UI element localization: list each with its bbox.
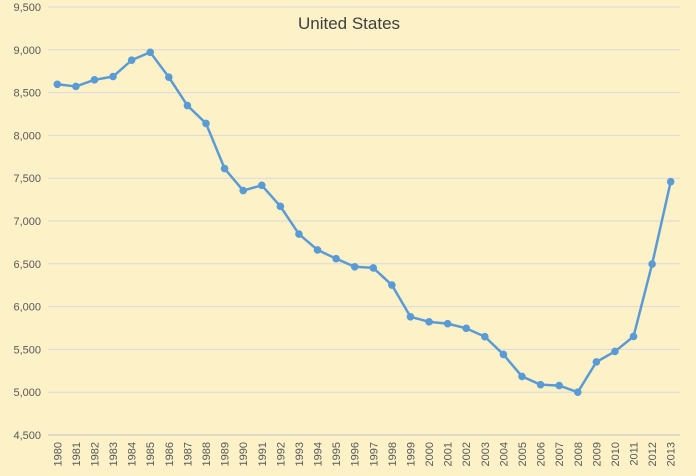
y-tick-label: 9,500	[13, 2, 41, 14]
data-point	[499, 350, 508, 359]
y-tick-label: 5,500	[13, 344, 41, 356]
x-tick-label: 1999	[405, 442, 417, 466]
data-point	[350, 262, 359, 271]
x-tick-label: 1983	[108, 442, 120, 466]
y-tick-label: 7,500	[13, 173, 41, 185]
x-tick-label: 2013	[666, 442, 678, 466]
y-axis: 4,500 5,000 5,500 6,000 6,500 7,000 7,500 8,000…	[13, 2, 41, 442]
x-tick-label: 2004	[498, 442, 510, 466]
data-point	[648, 260, 656, 268]
y-tick-label: 4,500	[13, 430, 41, 442]
x-tick-label: 1987	[182, 442, 194, 466]
data-point	[443, 319, 452, 328]
data-point	[146, 48, 155, 57]
y-tick-label: 5,000	[13, 387, 41, 399]
y-tick-label: 7,000	[13, 216, 41, 228]
x-tick-label: 2000	[424, 442, 436, 466]
data-point	[573, 388, 582, 397]
x-tick-label: 2008	[573, 442, 585, 466]
data-point	[388, 281, 396, 289]
y-tick-label: 6,500	[13, 259, 41, 271]
x-tick-label: 1980	[52, 442, 64, 466]
data-point	[165, 73, 173, 81]
data-point	[481, 332, 489, 341]
data-point	[53, 80, 62, 89]
x-tick-label: 1992	[275, 442, 287, 466]
chart-title: United States	[298, 14, 400, 33]
data-point	[462, 324, 471, 333]
x-tick-label: 1990	[238, 442, 250, 466]
x-tick-label: 1986	[164, 442, 176, 466]
x-tick-label: 2002	[461, 442, 473, 466]
data-point	[555, 381, 563, 390]
x-axis: 1980 1981 1982 1983 1984 1985 1986 1987 1988 1989…	[48, 434, 680, 466]
x-tick-label: 1993	[294, 442, 306, 466]
x-tick-label: 2009	[591, 442, 603, 466]
x-tick-label: 1984	[127, 442, 139, 466]
y-tick-label: 8,500	[13, 88, 41, 100]
gridlines	[48, 6, 680, 393]
data-point	[202, 119, 210, 128]
data-point	[239, 186, 247, 195]
data-point	[72, 82, 80, 91]
data-point	[536, 380, 545, 389]
x-tick-label: 1995	[331, 442, 343, 466]
data-point	[220, 164, 229, 173]
x-tick-label: 1982	[89, 442, 101, 466]
x-tick-label: 2006	[536, 442, 548, 466]
data-point	[127, 56, 136, 64]
x-tick-label: 1991	[257, 442, 269, 466]
data-point	[629, 332, 638, 341]
x-tick-label: 2005	[517, 442, 529, 466]
x-tick-label: 1981	[71, 442, 83, 466]
x-tick-label: 1988	[201, 442, 213, 466]
x-tick-label: 2007	[554, 442, 566, 466]
x-tick-label: 1998	[387, 442, 399, 466]
y-tick-label: 9,000	[13, 45, 41, 57]
x-tick-label: 1985	[145, 442, 157, 466]
data-point	[295, 230, 303, 238]
x-tick-label: 2003	[480, 442, 492, 466]
data-point	[611, 347, 619, 356]
data-point	[406, 312, 415, 321]
x-tick-label: 1994	[313, 442, 325, 466]
data-point	[90, 76, 99, 84]
x-tick-label: 2001	[443, 442, 455, 466]
data-point	[276, 202, 285, 211]
data-point	[183, 101, 192, 110]
data-point	[666, 177, 675, 186]
x-tick-label: 2011	[629, 442, 641, 466]
y-tick-label: 6,000	[13, 302, 41, 314]
series-layer	[53, 48, 675, 397]
x-tick-label: 1989	[220, 442, 232, 466]
data-point	[332, 254, 340, 263]
series-line	[56, 51, 672, 394]
data-point	[425, 318, 433, 326]
data-point	[592, 358, 601, 366]
data-point	[109, 72, 117, 81]
x-tick-label: 2012	[647, 442, 659, 466]
x-tick-label: 2010	[610, 442, 622, 466]
y-tick-label: 8,000	[13, 130, 41, 142]
data-point	[369, 264, 378, 272]
x-tick-label: 1997	[368, 442, 380, 466]
data-point	[518, 372, 526, 381]
x-tick-label: 1996	[350, 442, 362, 466]
data-point	[313, 246, 322, 254]
data-point	[257, 181, 266, 190]
